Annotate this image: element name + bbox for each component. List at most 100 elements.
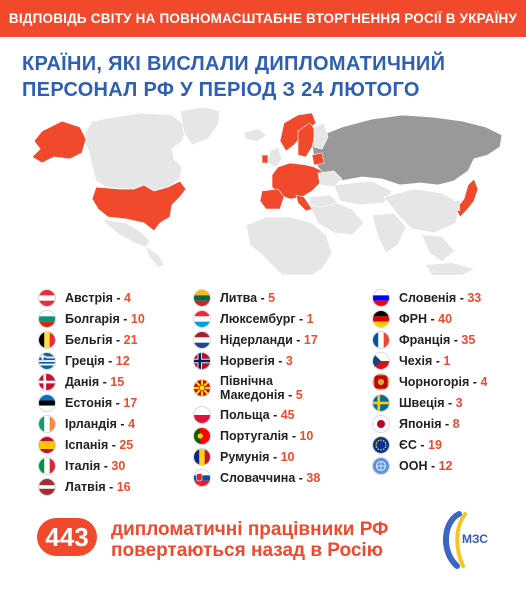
map-italy-greece [295,194,313,212]
separator: - [288,428,300,443]
flag-un-icon [372,456,390,475]
country-row-germany: ФРН - 40 [372,308,487,329]
country-text: Данія - 15 [65,375,124,389]
country-row-austria: Австрія - 4 [38,287,145,308]
country-row-greece: Греція - 12 [38,350,145,371]
expelled-count: 4 [480,374,488,389]
map-iberia [259,188,285,210]
country-name: Словенія [399,290,457,305]
flag-lithuania-icon [193,288,211,307]
country-column-1: Австрія - 4 Болгарія - 10 Бельгія - 21 Грец… [38,287,145,497]
country-row-romania: Румунія - 10 [193,446,320,467]
headline-line-2: ПЕРСОНАЛ РФ У ПЕРІОД З 24 ЛЮТОГО [22,79,420,101]
separator: - [469,374,481,389]
country-name: Люксембург [220,311,296,326]
country-column-3: Словенія - 33 ФРН - 40 Франція - 35 Чехія -… [372,287,487,476]
separator: - [100,458,112,473]
country-row-japan: Японія - 8 [372,413,487,434]
flag-portugal-icon [193,426,211,445]
flag-italy-icon [38,456,56,475]
separator: - [456,290,468,305]
separator: - [284,387,296,402]
expelled-count: 10 [130,311,145,326]
footer-line-2: повертаються назад в Росію [111,540,383,561]
expelled-count: 8 [452,416,460,431]
banner-text: ВІДПОВІДЬ СВІТУ НА ПОВНОМАСШТАБНЕ ВТОРГН… [8,11,518,26]
country-row-portugal: Португалія - 10 [193,425,320,446]
country-name: Франція [399,332,451,347]
map-finland [313,122,329,150]
country-text: Литва - 5 [220,291,275,305]
mfa-logo-text: МЗС [462,532,488,546]
map-africa [245,216,333,275]
separator: - [112,395,124,410]
flag-france-icon [372,330,390,349]
separator: - [105,479,117,494]
separator: - [269,407,281,422]
country-name: Ірландія [65,416,117,431]
country-name: Португалія [220,428,289,443]
country-name-line-2: Македонія [220,387,285,402]
separator: - [416,437,429,452]
separator: - [99,374,111,389]
flag-austria-icon [38,288,56,307]
expelled-count: 12 [438,458,453,473]
world-map [31,106,503,275]
footer-line-1: дипломатичні працівники РФ [111,519,389,540]
separator: - [119,311,131,326]
separator: - [295,311,307,326]
mfa-logo-icon [442,511,467,569]
expelled-count: 17 [303,332,318,347]
country-text: ФРН - 40 [399,312,452,326]
country-name: Японія [399,416,442,431]
flag-denmark-icon [38,372,56,391]
map-korea [454,201,460,211]
country-text: Норвегія - 3 [220,354,293,368]
map-turkey [309,194,339,208]
separator: - [112,332,124,347]
country-row-netherlands: Нідерланди - 17 [193,329,320,350]
country-name: ФРН [399,311,428,326]
expelled-count: 10 [299,428,314,443]
country-text: Люксембург - 1 [220,312,314,326]
flag-belgium-icon [38,330,56,349]
country-row-lithuania: Литва - 5 [193,287,320,308]
map-usa [91,180,187,232]
map-uk [267,146,283,168]
country-name-line-1: Північна [220,373,273,388]
separator: - [112,290,124,305]
country-text: Греція - 12 [65,354,130,368]
expelled-count: 16 [116,479,131,494]
expelled-count: 15 [110,374,125,389]
country-name: Іспанія [65,437,109,452]
flag-montenegro-icon [372,372,390,391]
country-text: Північна Македонія - 5 [220,374,303,402]
country-row-spain: Іспанія - 25 [38,434,145,455]
flag-latvia-icon [38,477,56,496]
country-text: Бельгія - 21 [65,333,138,347]
separator: - [427,311,439,326]
flag-norway-icon [193,351,211,370]
country-text: Румунія - 10 [220,450,295,464]
country-row-italy: Італія - 30 [38,455,145,476]
top-banner: ВІДПОВІДЬ СВІТУ НА ПОВНОМАСШТАБНЕ ВТОРГН… [0,0,526,37]
country-text: Польща - 45 [220,408,295,422]
country-row-bulgaria: Болгарія - 10 [38,308,145,329]
country-name: Нідерланди [220,332,293,347]
country-row-belgium: Бельгія - 21 [38,329,145,350]
separator: - [441,416,453,431]
expelled-count: 30 [111,458,126,473]
flag-estonia-icon [38,393,56,412]
map-greenland [179,106,221,146]
country-text: Болгарія - 10 [65,312,145,326]
map-indonesia [426,263,474,275]
flag-eu-icon [372,435,390,454]
separator: - [432,353,444,368]
country-name: Литва [220,290,258,305]
flag-north-macedonia-icon [193,378,211,397]
country-row-slovakia: Словаччина - 38 [193,467,320,488]
country-row-eu: ЄС - 19 [372,434,487,455]
expelled-count: 4 [124,290,131,305]
map-central-america [146,247,164,267]
country-row-montenegro: Чорногорія - 4 [372,371,487,392]
